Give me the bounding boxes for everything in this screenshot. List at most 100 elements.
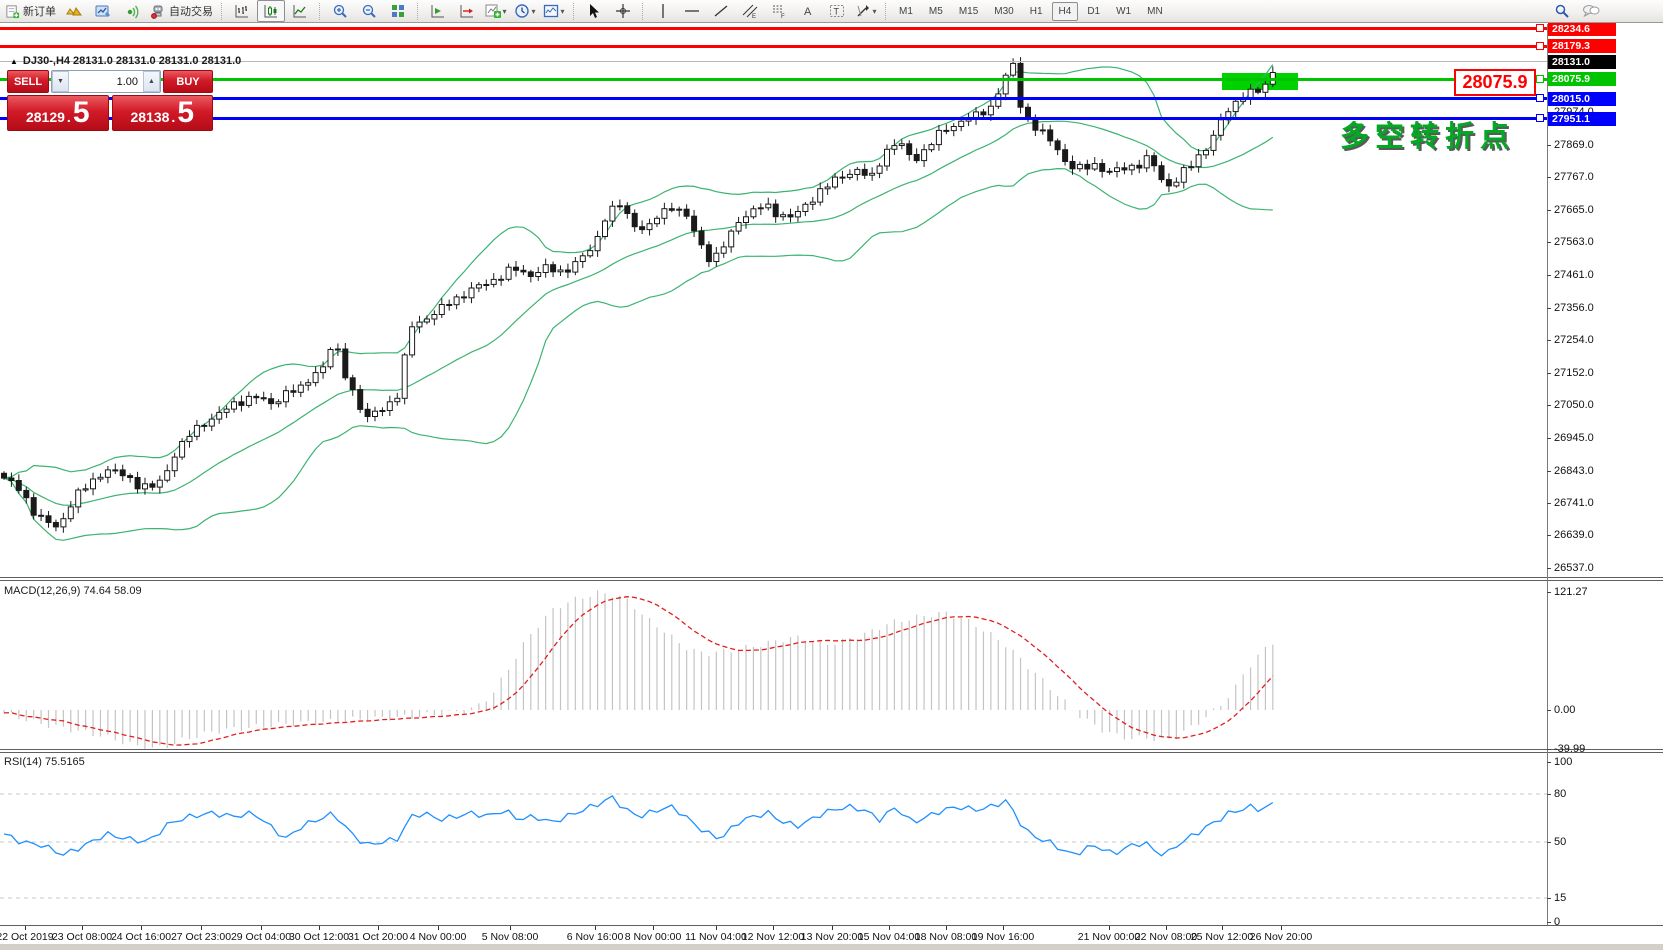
line-endpoint-marker[interactable] (1536, 42, 1544, 50)
axis-tick (1547, 177, 1551, 178)
level-line-28131.0[interactable] (0, 61, 1547, 63)
cursor-button[interactable] (580, 0, 608, 22)
search-button[interactable] (1548, 0, 1576, 22)
vertical-line-icon (662, 4, 664, 18)
auto-trading-button[interactable]: 自动交易 (147, 0, 216, 22)
periods-button[interactable]: ▾ (511, 0, 539, 22)
rsi-label: RSI(14) 75.5165 (4, 756, 85, 768)
chinese-note-text[interactable]: 多空转折点 (1340, 121, 1516, 153)
main-chart-pane[interactable]: ▲ DJ30-,H4 28131.0 28131.0 28131.0 28131… (0, 24, 1547, 577)
timeframe-m5[interactable]: M5 (928, 5, 943, 17)
price-axis[interactable]: 27974.027869.027767.027665.027563.027461… (1547, 0, 1663, 950)
volume-up-button[interactable]: ▲ (143, 71, 160, 92)
rsi-svg (0, 793, 1547, 899)
candlestick-chart-icon (264, 5, 277, 18)
rsi-pane[interactable]: RSI(14) 75.5165 (0, 753, 1547, 925)
chart-title-row: ▲ DJ30-,H4 28131.0 28131.0 28131.0 28131… (10, 55, 241, 67)
chat-icon (1583, 5, 1600, 18)
arrows-button[interactable]: ▾ (852, 0, 880, 22)
level-line-28075.9[interactable] (0, 77, 1547, 81)
toolbar-separator (642, 2, 644, 20)
timeframe-m1[interactable]: M1 (899, 5, 913, 17)
candlestick-chart-button[interactable] (257, 0, 285, 22)
level-line-27951.1[interactable] (0, 117, 1547, 121)
vertical-line-button[interactable] (649, 0, 677, 22)
zoom-out-button[interactable] (355, 0, 383, 22)
price-annotation-label[interactable]: 28075.9 (1454, 69, 1536, 96)
buy-button[interactable]: BUY (163, 70, 213, 93)
pane-separator[interactable] (0, 577, 1663, 581)
quotes-window-button[interactable] (89, 0, 117, 22)
tile-windows-button[interactable] (384, 0, 412, 22)
new-order-button[interactable]: 新订单 (2, 0, 59, 22)
rsi-axis-label: 15 (1554, 892, 1567, 904)
zoom-in-button[interactable] (326, 0, 354, 22)
price-tick-label: 27563.0 (1554, 236, 1594, 248)
price-tick-label: 26639.0 (1554, 529, 1594, 541)
timeframe-m15[interactable]: M15 (958, 5, 979, 17)
macd-axis-label: 0.00 (1554, 704, 1576, 716)
search-icon (1555, 4, 1569, 18)
buy-price-box[interactable]: 28138. 5 (111, 95, 213, 131)
timeframe-d1[interactable]: D1 (1087, 5, 1101, 17)
time-axis-tick (378, 926, 379, 930)
axis-tick (1547, 210, 1551, 211)
level-line-28234.6[interactable] (0, 27, 1547, 31)
bar-chart-button[interactable] (228, 0, 256, 22)
volume-down-button[interactable]: ▼ (52, 71, 69, 92)
line-endpoint-marker[interactable] (1536, 94, 1544, 103)
equidistant-channel-button[interactable]: E (736, 0, 764, 22)
timeframe-h4[interactable]: H4 (1051, 1, 1079, 21)
text-icon: A (804, 6, 812, 18)
axis-tick (1547, 568, 1551, 569)
axis-tick (1547, 340, 1551, 341)
timeframe-mn[interactable]: MN (1147, 5, 1163, 17)
text-button[interactable]: A (794, 0, 822, 22)
timeframe-w1[interactable]: W1 (1116, 5, 1132, 17)
toolbar-separator (221, 2, 223, 20)
collapse-triangle-icon[interactable]: ▲ (10, 56, 18, 66)
time-axis-tick (1003, 926, 1004, 930)
timeframe-m30[interactable]: M30 (994, 5, 1014, 17)
time-axis-label: 30 Oct 12:00 (288, 931, 350, 943)
pane-separator[interactable] (0, 749, 1663, 753)
level-line-28179.3[interactable] (0, 45, 1547, 48)
fibonacci-button[interactable]: F (765, 0, 793, 22)
horizontal-line-button[interactable] (678, 0, 706, 22)
chart-shift-icon (431, 5, 444, 18)
macd-pane[interactable]: MACD(12,26,9) 74.64 58.09 (0, 581, 1547, 749)
time-axis-label: 4 Nov 00:00 (409, 931, 467, 943)
price-tag-28131.0: 28131.0 (1548, 55, 1616, 69)
chart-shift-button[interactable] (424, 0, 452, 22)
sell-price-box[interactable]: 28129. 5 (7, 95, 109, 131)
new-chart-button[interactable]: ▾ (482, 0, 510, 22)
timeframe-h1[interactable]: H1 (1029, 5, 1043, 17)
level-line-28015.0[interactable] (0, 97, 1547, 101)
price-tick-label: 27869.0 (1554, 139, 1594, 151)
crosshair-button[interactable] (609, 0, 637, 22)
line-chart-button[interactable] (286, 0, 314, 22)
macd-axis-label: -39.99 (1554, 743, 1586, 755)
main-chart-svg (1, 57, 1276, 541)
sell-button[interactable]: SELL (7, 70, 49, 93)
time-axis-tick (261, 926, 262, 930)
templates-button[interactable]: ▾ (540, 0, 568, 22)
trendline-button[interactable] (707, 0, 735, 22)
time-axis-tick (653, 926, 654, 930)
horizontal-line-icon (685, 10, 699, 12)
axis-tick (1547, 471, 1551, 472)
signals-button[interactable] (118, 0, 146, 22)
time-axis-tick (1222, 926, 1223, 930)
text-label-button[interactable]: T (823, 0, 851, 22)
time-axis-tick (510, 926, 511, 930)
buy-price: 28138 (130, 109, 170, 125)
line-endpoint-marker[interactable] (1536, 74, 1544, 83)
gold-bars-button[interactable] (60, 0, 88, 22)
line-endpoint-marker[interactable] (1536, 24, 1544, 33)
volume-value[interactable]: 1.00 (116, 75, 138, 88)
line-endpoint-marker[interactable] (1536, 114, 1544, 123)
toolbar-separator (885, 2, 887, 20)
rsi-axis-label: 80 (1554, 788, 1567, 800)
auto-scroll-button[interactable] (453, 0, 481, 22)
chat-button[interactable] (1577, 0, 1605, 22)
